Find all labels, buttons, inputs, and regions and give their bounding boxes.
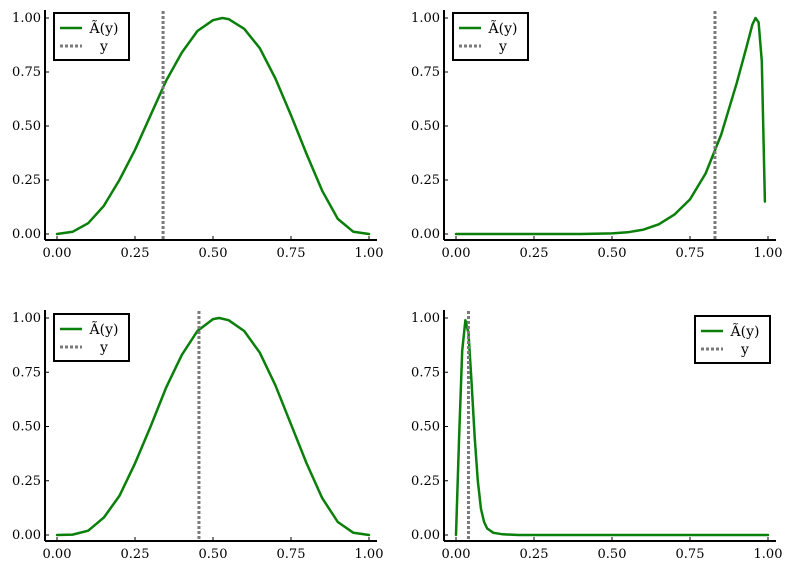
y-tick-label: 1.00 [12,11,41,26]
x-tick-label: 0.50 [199,547,228,562]
y-tick-label: 0.00 [12,227,41,242]
legend-label: Ã(y) [730,322,760,340]
legend: Ã(y) y [452,12,529,61]
x-tick-label: 0.25 [121,547,150,562]
legend-label: y [99,39,108,55]
x-tick-label: 0.00 [43,547,72,562]
x-tick-label: 0.75 [277,547,306,562]
y-tick-label: 0.50 [12,119,41,134]
x-tick-label: 0.50 [598,547,627,562]
legend-box [53,12,130,61]
x-tick-label: 0.75 [277,246,306,261]
subplot-2: 0.00 0.25 0.50 0.75 1.00 0.00 0.25 0.50 0.75 1.00… [411,10,782,261]
x-tick-label: 0.25 [520,547,549,562]
x-tick-label: 0.50 [199,246,228,261]
x-tick-label: 0.00 [43,246,72,261]
x-tick-label: 0.25 [520,246,549,261]
y-tick-label: 0.50 [12,420,41,435]
y-tick-label: 1.00 [411,11,440,26]
series-line-a-tilde [454,16,767,236]
legend-box [53,313,130,362]
subplot-1: 0.00 0.25 0.50 0.75 1.00 0.00 0.25 0.50 0.75 1.00… [12,10,383,261]
legend-label: Ã(y) [89,19,119,37]
subplot-4: 0.00 0.25 0.50 0.75 1.00 0.00 0.25 0.50 0.75 1.00… [411,310,782,562]
y-tick-label: 0.00 [411,528,440,543]
subplot-3: 0.00 0.25 0.50 0.75 1.00 0.00 0.25 0.50 0.75 1.00… [12,310,383,562]
y-tick-label: 0.75 [411,365,440,380]
legend-label: Ã(y) [488,19,518,37]
x-tick-label: 0.00 [442,547,471,562]
series-line-a-tilde [55,16,371,236]
legend-label: y [498,39,507,55]
y-tick-label: 0.00 [12,528,41,543]
legend-label: Ã(y) [89,320,119,338]
x-tick-label: 0.75 [676,246,705,261]
x-tick-label: 0.00 [442,246,471,261]
x-tick-label: 1.00 [754,547,783,562]
legend-box [452,12,529,61]
legend: Ã(y) y [53,313,130,362]
y-tick-label: 0.25 [411,173,440,188]
legend: Ã(y) y [53,12,130,61]
x-tick-label: 1.00 [355,547,384,562]
legend: Ã(y) y [694,315,771,364]
y-tick-label: 0.75 [12,365,41,380]
series-line-a-tilde [454,318,770,537]
y-tick-label: 0.75 [12,65,41,80]
x-tick-label: 0.75 [676,547,705,562]
y-tick-label: 0.50 [411,119,440,134]
y-tick-label: 0.50 [411,420,440,435]
y-tick-label: 0.25 [12,474,41,489]
series-line-a-tilde [55,316,371,537]
y-tick-label: 1.00 [411,311,440,326]
y-tick-label: 0.25 [411,474,440,489]
x-tick-label: 1.00 [355,246,384,261]
x-tick-label: 1.00 [754,246,783,261]
y-tick-label: 0.75 [411,65,440,80]
y-tick-label: 0.00 [411,227,440,242]
x-tick-label: 0.25 [121,246,150,261]
legend-label: y [99,340,108,356]
y-tick-label: 0.25 [12,173,41,188]
legend-label: y [740,342,749,358]
y-tick-label: 1.00 [12,311,41,326]
x-tick-label: 0.50 [598,246,627,261]
legend-box [694,315,771,364]
